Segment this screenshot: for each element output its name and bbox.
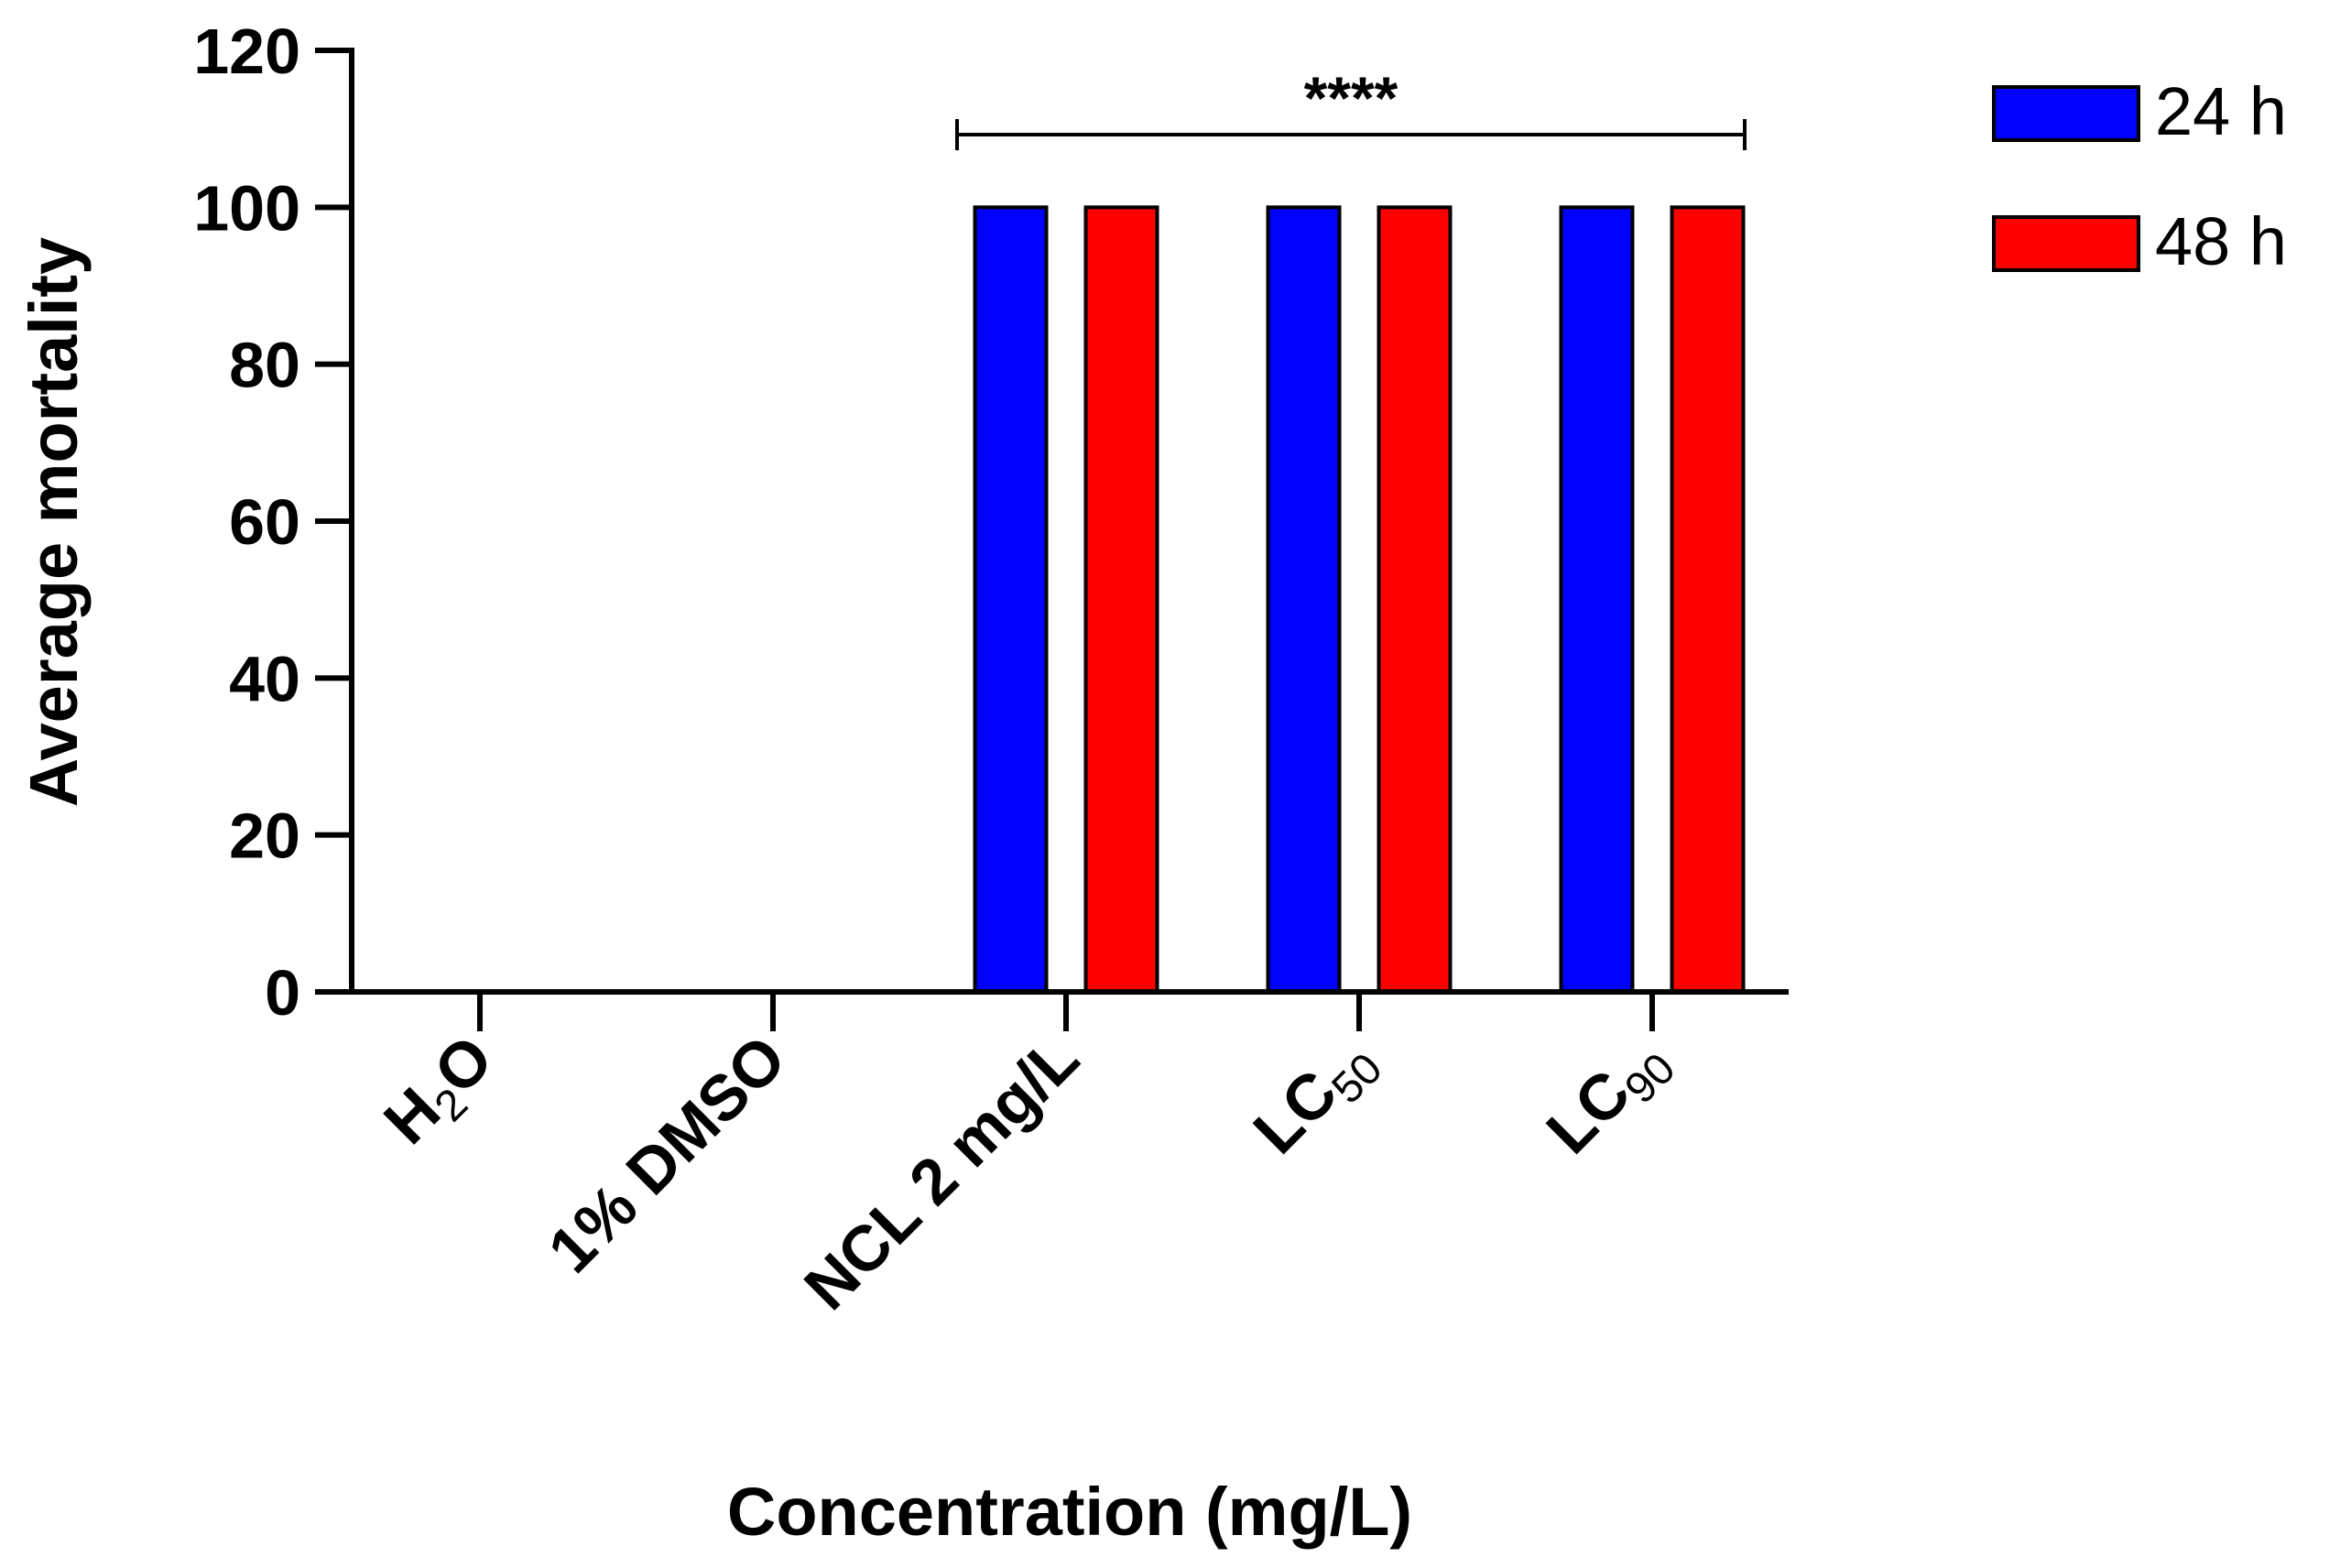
y-tick-label: 100 [193,172,300,244]
x-axis-title: Concentration (mg/L) [727,1474,1412,1550]
bar-series-1 [1266,205,1342,995]
x-category-label: NCL 2 mg/L [790,1021,1092,1323]
y-axis-ticks: 0 20 40 60 80 100 120 [193,16,352,1029]
legend-label: 48 h [2155,203,2287,279]
y-tick-label: 120 [193,16,300,87]
x-axis-ticks [477,992,1655,1031]
legend: 24 h 48 h [1992,73,2287,279]
y-axis-title: Average mortality [16,237,92,807]
bar-series-2 [1670,205,1746,995]
significance-label: **** [1304,64,1398,132]
y-tick-label: 40 [229,643,300,714]
y-tick-label: 0 [265,957,300,1029]
bar-series-2 [1083,205,1159,995]
x-category-label: H2O [370,1021,512,1163]
bar-series-1 [1559,205,1635,995]
bars [973,205,1746,995]
significance-bracket: **** [955,64,1747,150]
legend-label: 24 h [2155,73,2287,149]
bar-series-1 [973,205,1049,995]
bar-series-2 [1377,205,1453,995]
legend-swatch [1992,85,2140,142]
legend-swatch [1992,215,2140,272]
x-category-label: LC90 [1533,1021,1685,1173]
y-tick-label: 60 [229,486,300,558]
y-tick-label: 20 [229,800,300,872]
x-category-label: 1% DMSO [535,1021,800,1286]
y-tick-label: 80 [229,330,300,401]
x-category-label: LC50 [1240,1021,1392,1173]
